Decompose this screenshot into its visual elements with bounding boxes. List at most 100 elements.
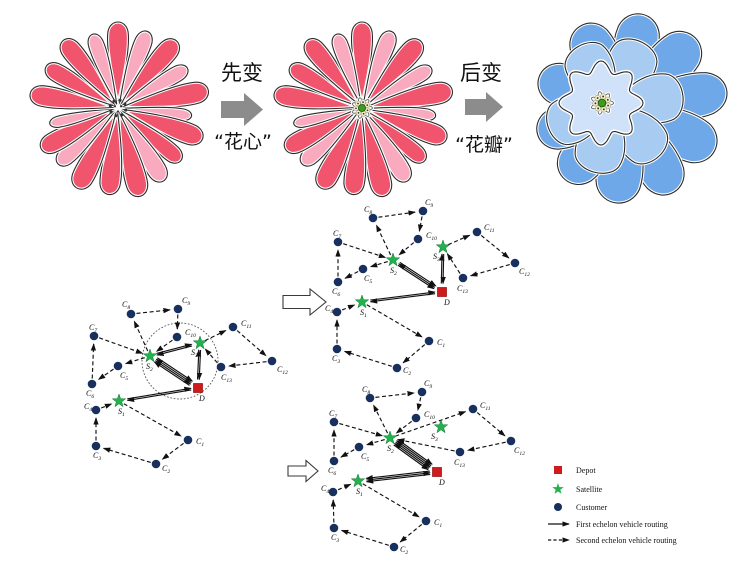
node-label-S3: S3 [431,432,438,443]
bud-center [597,98,607,108]
second-echelon-edge-C2-C3 [343,350,392,367]
second-echelon-edge-S2-C5 [369,261,388,268]
first-echelon-edge-D-S1 [126,389,192,403]
customer-node-C6 [329,456,339,466]
node-label-C10: C10 [185,328,196,339]
second-echelon-edge-C7-S2 [98,337,144,354]
step1-arrow-icon [221,93,263,126]
node-label-D: D [198,394,205,403]
customer-node-C1 [183,435,193,445]
node-label-S3: S3 [191,348,198,359]
customer-node-C7 [333,237,343,247]
node-label-S1: S1 [356,487,363,498]
first-echelon-edge-D-S1 [370,290,436,301]
legend-depot-icon [554,466,562,474]
satellite-node-S2 [382,430,398,445]
second-echelon-edge-S2-C8 [373,404,389,434]
step2-target-quoted: “花瓣” [455,134,513,156]
daisy1-petal-outline [49,108,115,128]
customer-node-C13 [216,362,226,372]
customer-node-C11 [228,322,238,332]
second-echelon-edge-C7-S2 [343,243,387,259]
node-label-S3: S3 [433,252,440,263]
bud-floret-dot [602,108,605,111]
node-label-C5: C5 [361,452,369,463]
bud-center [358,104,366,112]
node-label-C1: C1 [437,338,445,349]
lotus-inner-blob-outline [558,60,644,146]
customer-node-C9 [418,206,428,216]
flower-daisy-1 [28,20,210,199]
customer-node-C11 [468,404,478,414]
depot-node [437,287,447,297]
customer-node-C9 [173,304,183,314]
bud-floret-dot [362,112,365,115]
step1-label: 先变 [221,61,263,85]
depot-node [432,467,442,477]
customer-node-C4 [332,307,342,317]
first-echelon-edge-S2-D [397,264,435,290]
node-label-S1: S1 [118,407,125,418]
node-label-C10: C10 [426,231,437,242]
flower-center-dotted-circle [141,322,219,400]
node-label-C1: C1 [196,437,204,448]
second-echelon-edge-C5-C6 [344,271,359,279]
customer-node-C1 [421,516,431,526]
customer-node-C11 [472,227,482,237]
second-echelon-edge-C9-C10 [416,397,422,412]
second-echelon-edge-S1-C1 [362,483,420,518]
customer-node-C5 [358,264,368,274]
second-echelon-edge-C8-C9 [136,307,171,314]
node-label-C1: C1 [434,518,442,529]
node-label-C9: C9 [425,198,433,209]
first-echelon-edge-S2-D [393,444,429,471]
bud-floret-dot [606,98,609,101]
bud-floret-dot [602,95,605,98]
customer-node-C13 [458,273,468,283]
second-echelon-edge-C7-S2 [339,422,384,437]
second-echelon-edge-C10-S2 [398,242,415,256]
node-label-C4: C4 [325,304,333,315]
daisy-center-speckle [118,98,122,102]
step1-target-quoted: “花心” [214,131,272,153]
bud-floret-dot [597,107,600,110]
transform-arrows [221,92,503,126]
customer-node-C5 [354,442,364,452]
node-label-C3: C3 [93,451,101,462]
daisy2-petal-outline [293,108,359,128]
bud-floret-dot [594,102,597,105]
customer-node-C9 [417,387,427,397]
satellite-node-S1 [350,473,366,488]
node-label-S1: S1 [360,308,367,319]
first-echelon-edge-S2-D [153,361,190,386]
legend-label: First echelon vehicle routing [576,520,668,529]
second-echelon-edge-C3-C4 [330,499,337,523]
daisy-center-speckle [120,113,124,117]
second-echelon-edge-S1-C1 [366,304,423,338]
daisy-center-speckle [116,110,120,113]
node-label-C2: C2 [162,464,170,475]
customer-node-C12 [506,436,516,446]
first-echelon-edge-S3-D [439,253,445,284]
bud-floret-dot [355,107,357,110]
satellite-node-S3 [433,419,449,434]
node-label-C5: C5 [364,274,372,285]
second-echelon-edge-S1-C1 [123,403,182,437]
first-echelon-edge-D-S1 [369,293,436,304]
node-label-C11: C11 [484,223,495,234]
second-echelon-edge-S3-C11 [447,234,471,246]
first-echelon-edge-S3-D [195,349,202,380]
daisy-center-speckle [123,102,127,106]
flower-daisy-2 [272,20,454,199]
second-echelon-edge-C13-S3 [204,348,218,364]
second-echelon-edge-C10-S2 [395,420,412,434]
satellite-node-S2 [385,252,401,267]
daisy-center-speckle [113,105,117,108]
second-echelon-edge-C5-C6 [340,449,355,458]
satellite-node-S2 [142,348,158,363]
customer-node-C6 [333,277,343,287]
daisy-center-speckle [124,108,128,112]
customer-node-C8 [365,393,375,403]
expand-arrows [282,287,327,483]
